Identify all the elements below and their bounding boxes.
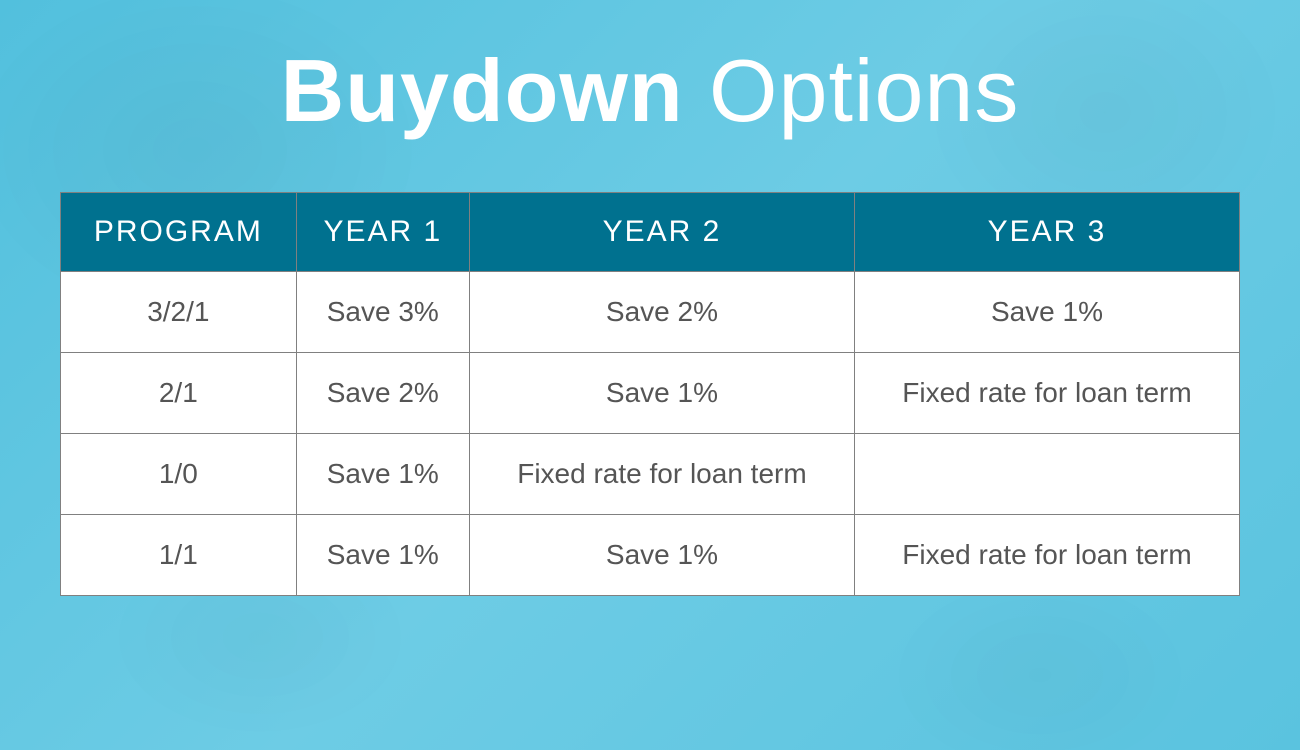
cell-program: 2/1 xyxy=(61,353,297,434)
cell-year3: Fixed rate for loan term xyxy=(854,353,1239,434)
cell-year2: Save 1% xyxy=(469,353,854,434)
content-wrapper: Buydown Options PROGRAM YEAR 1 YEAR 2 YE… xyxy=(0,0,1300,750)
table-row: 1/1 Save 1% Save 1% Fixed rate for loan … xyxy=(61,515,1240,596)
table-row: 1/0 Save 1% Fixed rate for loan term xyxy=(61,434,1240,515)
table-wrapper: PROGRAM YEAR 1 YEAR 2 YEAR 3 3/2/1 Save … xyxy=(60,192,1240,596)
cell-year1: Save 1% xyxy=(296,515,469,596)
cell-year1: Save 2% xyxy=(296,353,469,434)
cell-year3 xyxy=(854,434,1239,515)
buydown-table: PROGRAM YEAR 1 YEAR 2 YEAR 3 3/2/1 Save … xyxy=(60,192,1240,596)
cell-year2: Fixed rate for loan term xyxy=(469,434,854,515)
cell-year2: Save 2% xyxy=(469,272,854,353)
col-header-year3: YEAR 3 xyxy=(854,193,1239,272)
col-header-year1: YEAR 1 xyxy=(296,193,469,272)
table-header-row: PROGRAM YEAR 1 YEAR 2 YEAR 3 xyxy=(61,193,1240,272)
cell-year3: Save 1% xyxy=(854,272,1239,353)
col-header-year2: YEAR 2 xyxy=(469,193,854,272)
cell-year1: Save 1% xyxy=(296,434,469,515)
table-header: PROGRAM YEAR 1 YEAR 2 YEAR 3 xyxy=(61,193,1240,272)
table-body: 3/2/1 Save 3% Save 2% Save 1% 2/1 Save 2… xyxy=(61,272,1240,596)
col-header-program: PROGRAM xyxy=(61,193,297,272)
page-title: Buydown Options xyxy=(281,40,1020,142)
cell-program: 3/2/1 xyxy=(61,272,297,353)
table-row: 3/2/1 Save 3% Save 2% Save 1% xyxy=(61,272,1240,353)
cell-program: 1/1 xyxy=(61,515,297,596)
cell-program: 1/0 xyxy=(61,434,297,515)
cell-year3: Fixed rate for loan term xyxy=(854,515,1239,596)
table-row: 2/1 Save 2% Save 1% Fixed rate for loan … xyxy=(61,353,1240,434)
cell-year1: Save 3% xyxy=(296,272,469,353)
title-light-part: Options xyxy=(684,41,1020,140)
cell-year2: Save 1% xyxy=(469,515,854,596)
title-bold-part: Buydown xyxy=(281,41,684,140)
